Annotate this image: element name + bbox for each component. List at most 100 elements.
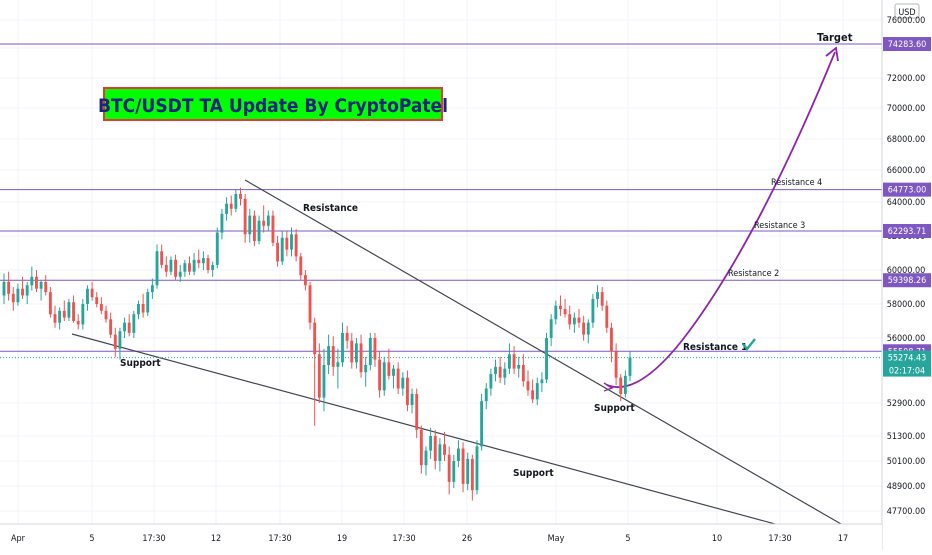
candle-body (239, 194, 242, 199)
currency-label: USD (898, 8, 915, 18)
candle (503, 362, 507, 385)
candle-body (95, 297, 99, 304)
candle-body (229, 203, 233, 209)
candle-body (498, 366, 502, 378)
candle (308, 281, 312, 330)
candle-body (67, 302, 71, 318)
candle-body (512, 354, 516, 369)
candle-body (494, 366, 497, 375)
candle-body (132, 314, 136, 333)
annotation-target: Target (817, 31, 853, 44)
candle-body (127, 322, 131, 333)
candle (387, 348, 391, 380)
candle-body (81, 304, 85, 325)
candle-body (345, 332, 349, 341)
y-tick-label: 47700.00 (887, 507, 926, 517)
candle (452, 454, 456, 489)
candle-body (596, 292, 599, 299)
currency-badge-box (894, 3, 920, 19)
currency-badge[interactable]: USD (894, 3, 920, 19)
candle (206, 254, 210, 274)
candle-body (396, 368, 400, 389)
candle (276, 236, 280, 267)
candle (183, 259, 187, 277)
candle-body (118, 331, 122, 349)
candle-body (521, 365, 525, 382)
candle-body (39, 281, 43, 289)
candle-body (475, 446, 479, 491)
candle (113, 327, 117, 357)
candle (271, 210, 275, 247)
candle-body (257, 220, 261, 242)
candle-body (234, 194, 238, 209)
last-price-box (883, 350, 931, 377)
candle (86, 285, 89, 311)
candle-body (188, 263, 191, 272)
candle-body (628, 357, 632, 376)
price-axis[interactable]: USD 47700.00 48900.00 50100.00 51300.00 5290… (881, 0, 932, 550)
last-price-value: 55274.43 (888, 354, 927, 364)
candle (35, 270, 38, 293)
y-tick-label: 66000.00 (887, 166, 926, 176)
candle (164, 256, 168, 277)
candle-body (489, 374, 493, 389)
candle-body (308, 285, 312, 323)
candle (248, 208, 252, 243)
candle-body (484, 388, 488, 402)
candle-body (150, 285, 154, 293)
candle (540, 372, 544, 393)
candle (368, 332, 372, 371)
candle (280, 230, 284, 265)
candle (568, 305, 572, 330)
candle-body (7, 281, 11, 294)
candle-body (248, 215, 252, 235)
candle-body (11, 293, 15, 303)
y-tick-label: 60000.00 (887, 266, 926, 276)
checkmark-icon (742, 338, 756, 351)
grid (0, 0, 882, 524)
candle-body (285, 237, 289, 250)
candle (438, 438, 442, 472)
candle-body (503, 368, 507, 378)
candle (531, 379, 535, 403)
candle-body (433, 436, 437, 461)
candle-body (21, 288, 24, 296)
candle-body (201, 258, 205, 264)
candle-body (563, 309, 567, 315)
time-axis[interactable]: Apr 5 17:30 12 17:30 19 17:30 26 May 5 10 17:30 17 (0, 523, 882, 550)
candle (554, 300, 558, 325)
candle (72, 295, 75, 323)
candle-body (540, 379, 544, 384)
candle-body (331, 346, 335, 367)
candle-body (86, 288, 89, 304)
candle-body (387, 362, 391, 376)
annotation-support-left: Support (120, 358, 161, 369)
x-tick-label: 26 (462, 534, 472, 544)
candle-body (76, 321, 80, 325)
candle (243, 194, 247, 243)
candle-body (545, 338, 548, 380)
candle-body (174, 259, 178, 277)
x-tick-label: 12 (211, 534, 221, 544)
candle (327, 334, 331, 375)
level-tag-value: 74283.60 (888, 40, 927, 50)
candle (572, 312, 576, 333)
candle-body (382, 362, 386, 391)
candle-body (438, 444, 442, 461)
candle-body (600, 292, 604, 306)
candle (415, 388, 419, 439)
candle (559, 295, 562, 316)
candle-body (90, 288, 94, 298)
candle-body (341, 332, 344, 363)
candle (252, 210, 256, 247)
x-tick-label: Apr (11, 534, 26, 544)
candle-body (392, 368, 395, 376)
candle (229, 195, 233, 216)
candle (341, 322, 344, 367)
candle (484, 383, 488, 410)
candle (99, 297, 103, 315)
candle-body (160, 251, 164, 265)
candle-body (415, 393, 419, 430)
candle (359, 334, 363, 378)
candle (619, 374, 623, 402)
